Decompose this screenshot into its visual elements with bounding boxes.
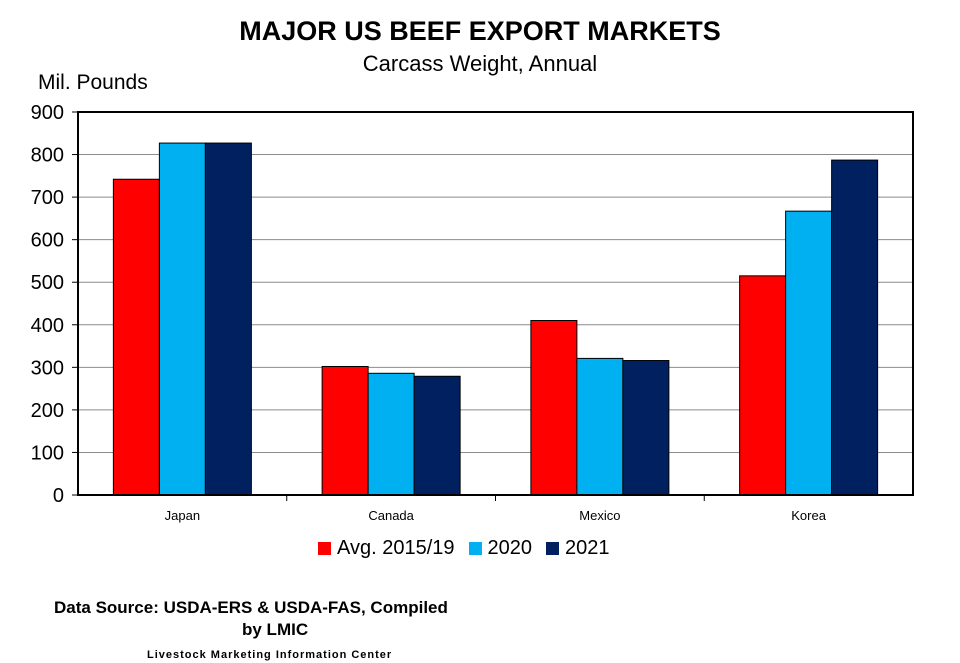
legend-label: Avg. 2015/19: [337, 537, 455, 559]
bars: [112, 142, 879, 496]
y-tick-label: 800: [31, 145, 64, 167]
legend-item: 2021: [546, 537, 610, 560]
x-tick-label: Korea: [791, 508, 826, 523]
bar: [158, 142, 206, 496]
legend-swatch: [318, 542, 331, 555]
data-source-line-2: by LMIC: [242, 620, 309, 639]
bar: [204, 142, 252, 496]
legend-item: Avg. 2015/19: [318, 537, 455, 560]
legend-label: 2020: [487, 537, 533, 559]
y-tick-label: 300: [31, 357, 64, 379]
y-tick-label: 700: [31, 187, 64, 209]
bar: [413, 375, 461, 496]
y-tick-labels: 0 100 200 300 400 500 600 700 800 900: [31, 102, 64, 507]
bar: [576, 357, 624, 496]
bar: [785, 210, 833, 496]
y-tick-label: 0: [53, 485, 64, 507]
y-tick-label: 500: [31, 272, 64, 294]
legend-label: 2021: [565, 537, 610, 559]
x-tick-label: Japan: [165, 508, 200, 523]
bar: [321, 365, 369, 496]
bar: [831, 159, 879, 496]
legend-swatch: [546, 542, 560, 555]
data-source-line-1: Data Source: USDA-ERS & USDA-FAS, Compil…: [54, 598, 448, 617]
legend-swatch: [468, 542, 482, 555]
legend: Avg. 2015/19 2020 2021: [318, 537, 624, 560]
y-tick-label: 200: [31, 400, 64, 422]
organization-name: Livestock Marketing Information Center: [147, 649, 393, 661]
bar: [367, 372, 415, 496]
y-axis-label: Mil. Pounds: [38, 71, 148, 94]
chart-subtitle: Carcass Weight, Annual: [362, 51, 598, 76]
y-tick-label: 600: [31, 230, 64, 252]
x-tick-label: Mexico: [579, 508, 620, 523]
y-tick-label: 900: [31, 102, 64, 124]
chart-title: MAJOR US BEEF EXPORT MARKETS: [239, 16, 721, 46]
legend-item: 2020: [468, 537, 533, 560]
y-tick-label: 400: [31, 315, 64, 337]
bar: [622, 360, 670, 496]
axes: [72, 111, 914, 501]
y-tick-label: 100: [31, 442, 64, 464]
data-source-note: Data Source: USDA-ERS & USDA-FAS, Compil…: [54, 597, 524, 641]
x-tick-label: Canada: [368, 508, 414, 523]
x-tick-labels: Japan Canada Mexico Korea: [165, 508, 827, 523]
bar: [112, 178, 160, 496]
bar: [530, 320, 578, 496]
bar: [739, 275, 787, 496]
